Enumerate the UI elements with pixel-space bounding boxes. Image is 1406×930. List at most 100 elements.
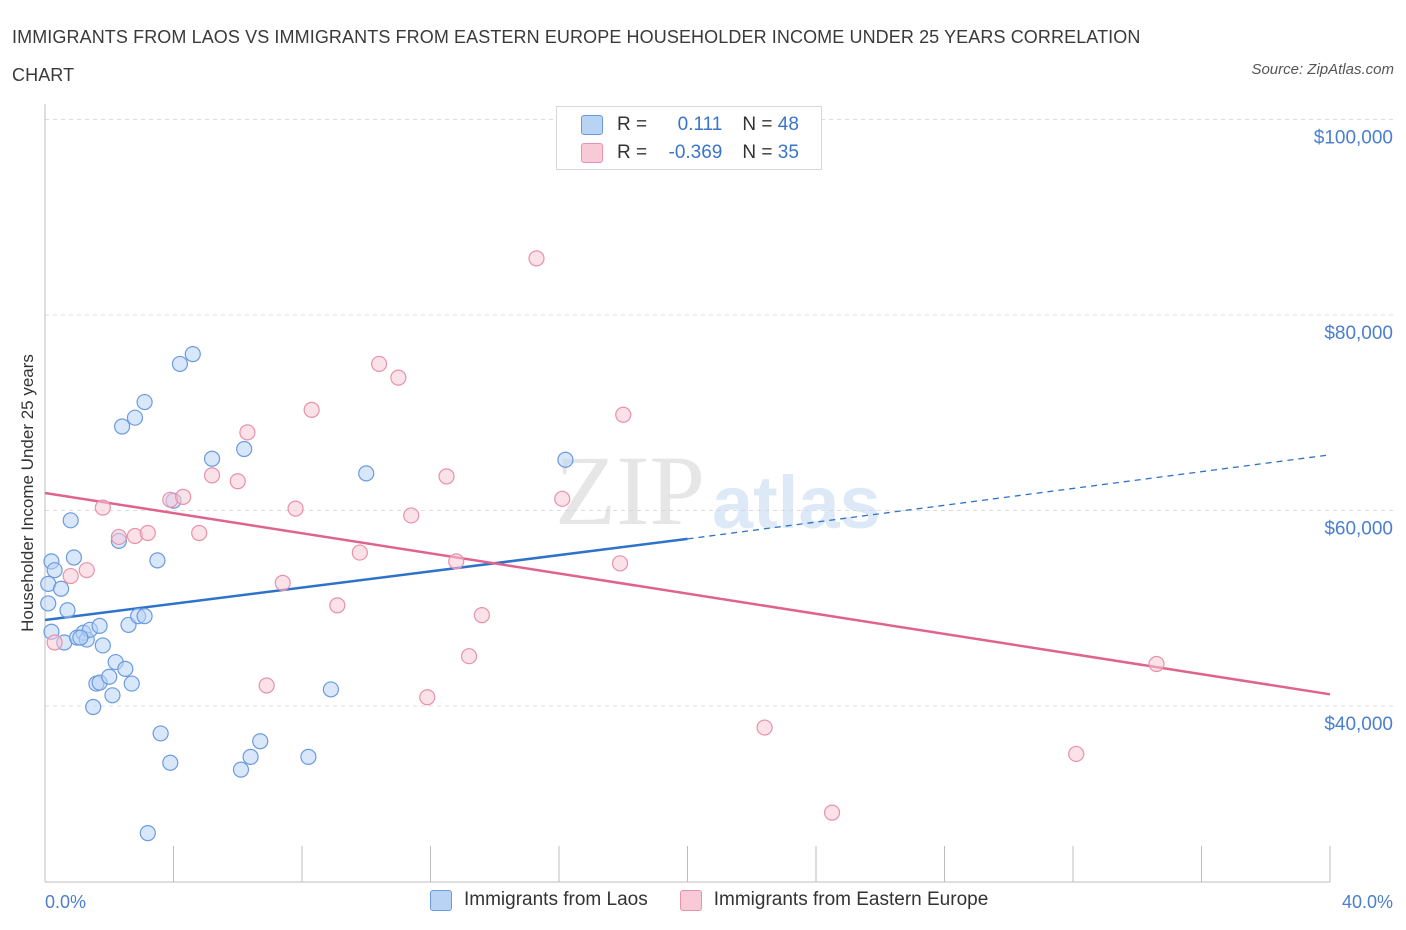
legend-row-eastern-europe: R = -0.369 N = 35 (581, 139, 799, 167)
laos-point (149, 552, 166, 569)
laos-point (136, 393, 153, 411)
eastern-europe-point (258, 677, 275, 694)
eastern-europe-point (287, 500, 304, 517)
eastern-europe-point (274, 574, 291, 591)
laos-point (236, 440, 253, 458)
eastern-europe-point (448, 553, 465, 570)
eastern-europe-point (239, 424, 256, 441)
eastern-europe-point (756, 719, 773, 736)
eastern-europe-point (1068, 745, 1085, 763)
eastern-europe-point (438, 468, 455, 485)
eastern-europe-point (139, 524, 156, 542)
laos-point (62, 512, 79, 529)
eastern-europe-point (528, 250, 545, 267)
laos-point (139, 825, 156, 842)
legend-r-value-laos: 0.111 (677, 114, 723, 135)
eastern-europe-point (94, 499, 111, 516)
legend-swatch-eastern-europe (581, 143, 603, 163)
laos-point (65, 549, 83, 566)
eastern-europe-point (554, 490, 571, 507)
y-tick-label: $100,000 (1314, 128, 1393, 149)
series-swatch-laos (430, 889, 452, 911)
eastern-europe-point (303, 401, 320, 418)
laos-point (40, 595, 57, 612)
eastern-europe-point (191, 524, 208, 542)
eastern-europe-point (329, 597, 346, 614)
eastern-europe-point (229, 473, 246, 490)
eastern-europe-point (46, 634, 63, 651)
laos-point (94, 637, 111, 654)
laos-point (91, 617, 108, 634)
x-tick-label: 40.0% (1342, 892, 1393, 912)
legend-n-label: N = (742, 114, 778, 135)
watermark-atlas: atlas (712, 461, 881, 544)
trend-lines (44, 454, 1331, 696)
watermark: ZIP atlas (555, 435, 881, 546)
laos-point (85, 698, 102, 716)
source-credit: Source: ZipAtlas.com (1251, 61, 1394, 78)
eastern-europe-point (78, 562, 95, 579)
series-label-laos: Immigrants from Laos (464, 889, 648, 910)
data-points (40, 250, 1165, 842)
trend-line-laos (44, 537, 688, 622)
laos-point (113, 418, 131, 435)
laos-point (300, 748, 317, 765)
legend-n-value-eastern-europe: 35 (777, 142, 799, 163)
laos-point (104, 687, 121, 704)
series-legend-item-laos: Immigrants from Laos (430, 889, 648, 911)
laos-point (72, 629, 89, 646)
eastern-europe-point (371, 355, 388, 373)
grid-lines (45, 119, 1393, 707)
chart-title: IMMIGRANTS FROM LAOS VS IMMIGRANTS FROM … (12, 27, 1141, 85)
laos-point (162, 754, 179, 771)
eastern-europe-point (62, 567, 79, 585)
laos-point (126, 409, 144, 426)
laos-point (152, 725, 169, 742)
laos-point (203, 450, 221, 467)
series-label-eastern-europe: Immigrants from Eastern Europe (713, 889, 989, 910)
eastern-europe-point (110, 528, 127, 546)
legend-r-label: R = (617, 142, 653, 163)
laos-point (557, 451, 574, 468)
y-tick-label: $40,000 (1324, 714, 1393, 735)
laos-point (136, 608, 153, 625)
laos-point (123, 675, 140, 692)
laos-point (171, 355, 189, 373)
y-tick-label: $60,000 (1324, 519, 1393, 540)
laos-point (242, 748, 259, 765)
laos-point (322, 681, 340, 698)
legend-row-laos: R = 0.111 N = 48 (581, 111, 799, 139)
legend-n-label: N = (742, 142, 778, 163)
legend-r-value-eastern-europe: -0.369 (668, 142, 723, 163)
x-tick-label: 0.0% (45, 892, 86, 912)
eastern-europe-point (473, 607, 490, 624)
series-legend: Immigrants from Laos Immigrants from Eas… (430, 889, 1020, 911)
laos-point (46, 562, 63, 579)
trend-line-laos-projection (687, 454, 1331, 540)
eastern-europe-point (419, 689, 436, 706)
laos-point (358, 465, 375, 482)
series-swatch-eastern-europe (679, 889, 702, 911)
laos-point (101, 668, 118, 685)
eastern-europe-point (460, 648, 478, 665)
legend-n-value-laos: 48 (777, 114, 799, 135)
eastern-europe-point (823, 804, 841, 821)
legend-swatch-laos (581, 115, 603, 135)
watermark-zip: ZIP (555, 435, 705, 546)
eastern-europe-point (403, 507, 420, 524)
laos-point (59, 602, 76, 619)
laos-point (184, 346, 201, 363)
eastern-europe-point (1148, 655, 1165, 673)
eastern-europe-point (351, 544, 368, 561)
laos-point (252, 733, 269, 750)
eastern-europe-point (175, 488, 192, 505)
eastern-europe-point (611, 555, 629, 572)
series-legend-item-eastern-europe: Immigrants from Eastern Europe (679, 889, 989, 911)
eastern-europe-point (203, 467, 221, 484)
eastern-europe-point (615, 406, 632, 423)
trend-line-eastern-europe (44, 491, 1331, 696)
tick-labels: $100,000 $80,000 $60,000 $40,000 0.0% 40.0% (45, 128, 1393, 912)
laos-point (117, 660, 134, 678)
y-tick-label: $80,000 (1324, 323, 1393, 344)
